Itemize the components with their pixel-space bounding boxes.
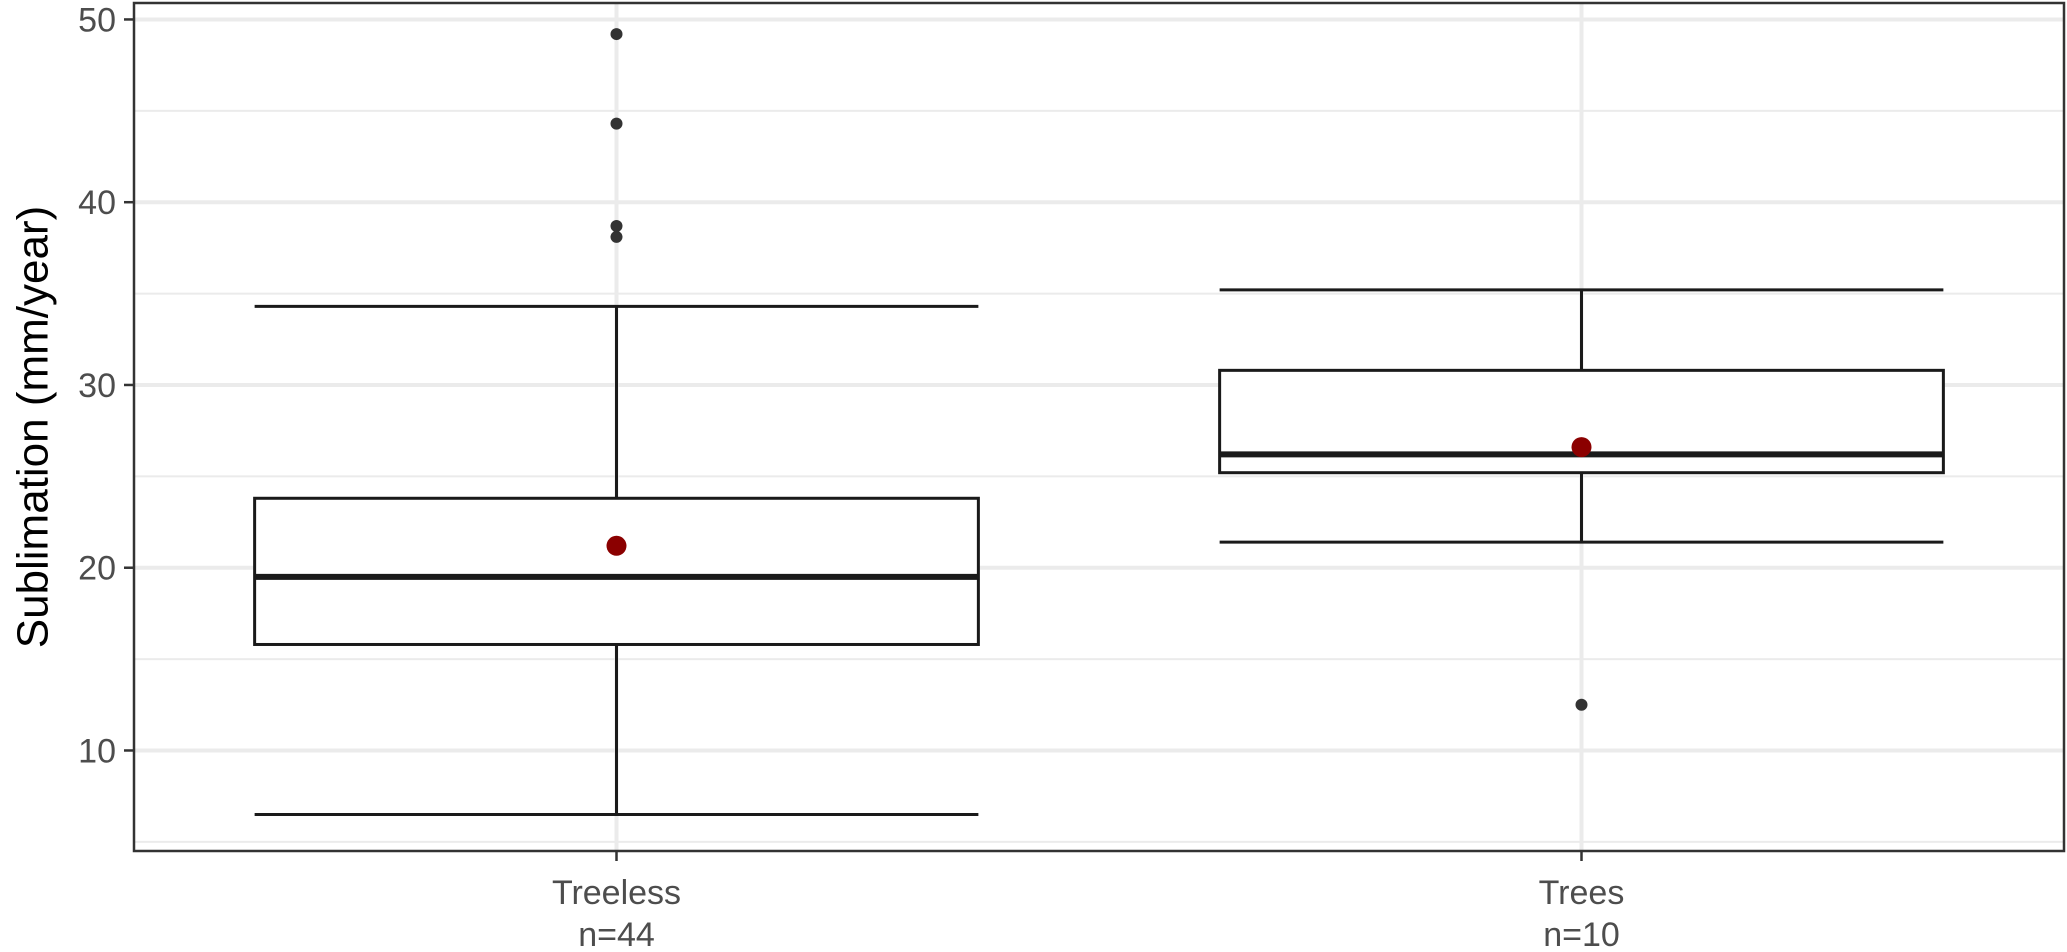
outlier-point [610, 230, 623, 243]
box-layer [253, 28, 1945, 816]
x-tick-label: Trees [1539, 874, 1625, 912]
outlier-point [610, 219, 623, 232]
mean-point [606, 535, 627, 556]
box-iqr [253, 496, 980, 646]
y-tick-label: 50 [78, 1, 116, 39]
y-tick-label: 40 [78, 184, 116, 222]
y-tick-label: 10 [78, 732, 116, 770]
y-tick-label: 20 [78, 550, 116, 588]
x-tick-sublabel: n=44 [578, 916, 655, 952]
box-group [253, 28, 980, 816]
axis-layer: 10 20 30 40 50 Treeless n=44 Trees n=10 [78, 1, 1624, 952]
panel-border [132, 1, 2066, 853]
mean-point [1571, 437, 1592, 458]
outlier-point [610, 28, 623, 41]
outlier-point [610, 117, 623, 130]
outlier-point [1575, 698, 1588, 711]
x-tick-sublabel: n=10 [1543, 916, 1620, 952]
x-tick-label: Treeless [552, 874, 681, 912]
y-tick-label: 30 [78, 367, 116, 405]
y-axis-title: Sublimation (mm/year) [9, 206, 58, 649]
box-group [1218, 288, 1945, 711]
